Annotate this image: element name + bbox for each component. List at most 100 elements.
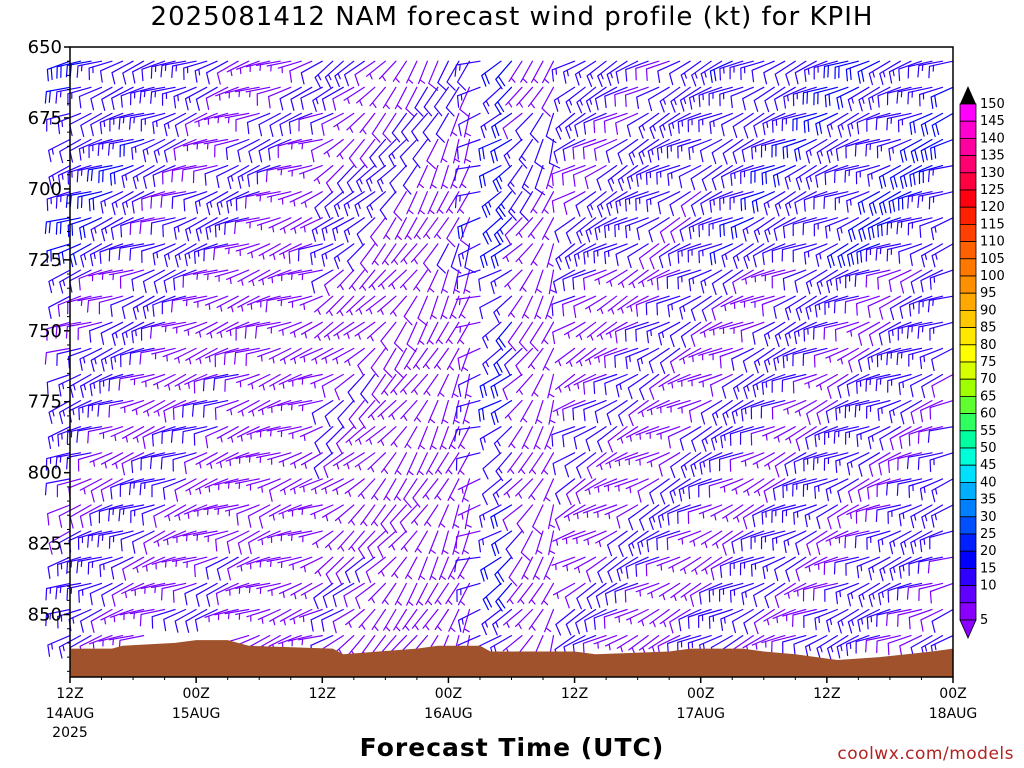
wind-barb xyxy=(337,530,355,552)
wind-barb xyxy=(888,321,912,344)
wind-barb xyxy=(290,217,313,234)
wind-barb xyxy=(481,478,502,506)
wind-barb xyxy=(761,295,786,317)
wind-barb xyxy=(826,112,849,138)
wind-barb xyxy=(203,112,229,125)
wind-barb xyxy=(245,582,271,594)
wind-barb xyxy=(866,400,891,419)
wind-barb xyxy=(753,608,775,635)
wind-barb xyxy=(354,60,376,87)
wind-barb xyxy=(257,478,281,493)
colorbar-cell xyxy=(959,430,977,449)
wind-barb xyxy=(121,321,145,346)
wind-barb xyxy=(698,608,723,628)
wind-barb xyxy=(897,321,923,341)
wind-barb xyxy=(479,373,502,398)
wind-barb xyxy=(332,452,355,470)
wind-barb xyxy=(772,530,796,551)
wind-barb xyxy=(879,191,901,216)
wind-barb xyxy=(344,60,365,87)
wind-barb xyxy=(722,138,744,165)
wind-barb xyxy=(910,138,933,164)
wind-barb xyxy=(677,530,702,545)
wind-barb xyxy=(750,426,775,446)
wind-barb xyxy=(235,191,260,211)
wind-barb xyxy=(532,556,544,580)
colorbar-cell xyxy=(959,258,977,277)
wind-barb xyxy=(332,347,355,365)
wind-barb xyxy=(441,400,449,425)
wind-barb xyxy=(237,138,260,163)
wind-barb xyxy=(636,347,660,372)
wind-barb xyxy=(698,347,723,361)
wind-barb xyxy=(183,504,208,519)
wind-barb xyxy=(160,452,187,470)
wind-barb xyxy=(576,582,597,610)
wind-barb xyxy=(929,582,954,604)
wind-barb xyxy=(729,452,754,472)
wind-barb xyxy=(108,269,134,281)
wind-barb xyxy=(708,217,733,237)
wind-barb xyxy=(122,556,145,581)
wind-barb xyxy=(722,400,744,426)
wind-barb xyxy=(172,530,197,543)
wind-barb xyxy=(616,635,639,653)
wind-barb xyxy=(435,321,449,345)
wind-barb xyxy=(826,243,849,269)
wind-barb xyxy=(931,112,954,137)
wind-barb xyxy=(917,191,944,209)
wind-barb xyxy=(400,243,418,265)
wind-barb xyxy=(403,478,418,509)
source-watermark[interactable]: coolwx.com/models xyxy=(837,744,1014,764)
wind-barb xyxy=(670,86,691,113)
wind-barb xyxy=(192,530,218,541)
wind-barb xyxy=(635,60,660,81)
wind-barb xyxy=(456,400,481,419)
colorbar-tick-label: 95 xyxy=(980,286,997,301)
wind-barb xyxy=(495,321,513,351)
wind-barb xyxy=(400,373,418,395)
wind-barb xyxy=(287,269,313,280)
wind-barb xyxy=(805,269,828,295)
wind-barb xyxy=(78,138,103,161)
wind-barb xyxy=(667,373,691,389)
wind-barb xyxy=(48,165,71,189)
wind-barb xyxy=(355,295,376,315)
wind-barb xyxy=(847,478,870,504)
wind-barb xyxy=(816,138,838,164)
wind-barb xyxy=(597,426,618,453)
wind-barb xyxy=(656,295,681,316)
colorbar-cell xyxy=(959,447,977,466)
wind-barb xyxy=(740,321,765,343)
wind-barb xyxy=(48,269,71,294)
wind-barb xyxy=(742,347,765,373)
wind-barb xyxy=(845,60,870,82)
wind-barb xyxy=(565,347,586,367)
wind-barb xyxy=(793,321,817,345)
wind-barb xyxy=(908,295,933,317)
wind-barb xyxy=(719,582,744,602)
x-tick-date-label: 15AUG xyxy=(172,706,221,722)
wind-barb xyxy=(729,191,754,210)
colorbar-tick-label: 30 xyxy=(980,510,997,525)
wind-barb xyxy=(868,191,891,216)
wind-barb xyxy=(56,60,82,79)
wind-barb xyxy=(816,269,838,295)
wind-barb xyxy=(226,191,250,214)
wind-barb xyxy=(346,112,365,133)
wind-barb xyxy=(288,295,313,308)
wind-barb xyxy=(781,112,807,132)
wind-barb xyxy=(206,582,229,607)
wind-barb xyxy=(89,504,113,526)
wind-barb xyxy=(277,556,302,569)
wind-barb xyxy=(515,217,534,238)
wind-barb xyxy=(490,400,513,425)
wind-barb xyxy=(603,347,628,369)
wind-barb xyxy=(742,86,765,111)
wind-barb xyxy=(669,60,691,86)
wind-barb xyxy=(478,165,502,189)
wind-barb xyxy=(310,138,334,163)
wind-barb xyxy=(89,243,113,267)
wind-barb xyxy=(279,86,302,111)
y-tick-label: 825 xyxy=(28,534,62,555)
